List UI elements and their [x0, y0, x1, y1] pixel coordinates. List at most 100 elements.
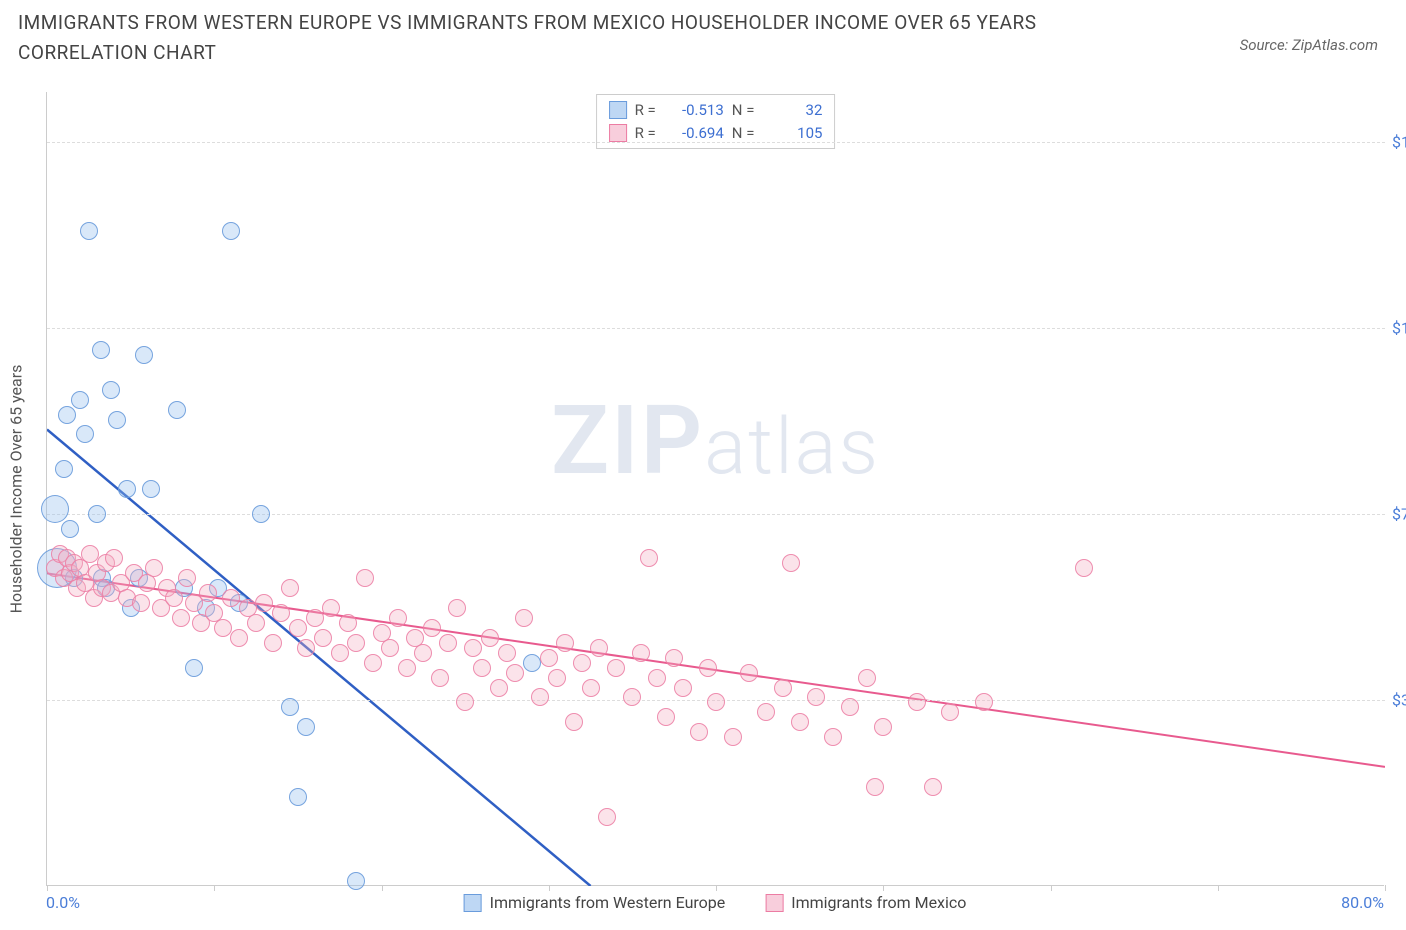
scatter-point: [824, 728, 842, 746]
scatter-point: [118, 480, 136, 498]
scatter-point: [841, 698, 859, 716]
y-tick-label: $37,500: [1392, 690, 1406, 709]
r-label: R =: [635, 99, 656, 122]
scatter-point: [102, 381, 120, 399]
n-label: N =: [732, 122, 755, 145]
scatter-point: [448, 599, 466, 617]
scatter-point: [590, 639, 608, 657]
scatter-point: [556, 634, 574, 652]
scatter-point: [88, 505, 106, 523]
plot-area: ZIPatlas R = -0.513 N = 32 R = -0.694 N …: [46, 92, 1384, 886]
gridline: [47, 514, 1385, 515]
scatter-point: [247, 614, 265, 632]
gridline: [47, 142, 1385, 143]
scatter-point: [264, 634, 282, 652]
scatter-point: [740, 664, 758, 682]
swatch-pink-icon: [609, 124, 627, 142]
scatter-point: [699, 659, 717, 677]
scatter-point: [92, 341, 110, 359]
y-tick-label: $150,000: [1392, 132, 1406, 151]
scatter-point: [874, 718, 892, 736]
scatter-point: [523, 654, 541, 672]
scatter-point: [222, 222, 240, 240]
scatter-point: [674, 679, 692, 697]
scatter-point: [255, 594, 273, 612]
x-tick: [1218, 885, 1219, 891]
watermark-atlas: atlas: [704, 402, 880, 493]
scatter-point: [252, 505, 270, 523]
scatter-point: [214, 619, 232, 637]
scatter-point: [58, 406, 76, 424]
legend-item-blue: Immigrants from Western Europe: [464, 893, 726, 912]
scatter-point: [665, 649, 683, 667]
scatter-point: [347, 872, 365, 890]
r-label: R =: [635, 122, 656, 145]
r-value-blue: -0.513: [664, 99, 724, 122]
scatter-point: [540, 649, 558, 667]
scatter-point: [464, 639, 482, 657]
scatter-point: [80, 222, 98, 240]
scatter-point: [632, 644, 650, 662]
scatter-point: [55, 460, 73, 478]
scatter-point: [657, 708, 675, 726]
scatter-point: [165, 589, 183, 607]
legend-item-pink: Immigrants from Mexico: [765, 893, 966, 912]
stats-row-blue: R = -0.513 N = 32: [609, 99, 823, 122]
scatter-point: [61, 520, 79, 538]
scatter-point: [142, 480, 160, 498]
scatter-point: [456, 693, 474, 711]
scatter-point: [76, 425, 94, 443]
scatter-point: [782, 554, 800, 572]
x-tick: [716, 885, 717, 891]
scatter-point: [172, 609, 190, 627]
scatter-point: [791, 713, 809, 731]
x-tick: [214, 885, 215, 891]
scatter-point: [648, 669, 666, 687]
scatter-point: [531, 688, 549, 706]
scatter-point: [199, 584, 217, 602]
scatter-point: [178, 569, 196, 587]
scatter-point: [481, 629, 499, 647]
scatter-point: [145, 559, 163, 577]
source-credit: Source: ZipAtlas.com: [1240, 36, 1378, 54]
scatter-point: [506, 664, 524, 682]
legend-label-blue: Immigrants from Western Europe: [490, 893, 726, 912]
n-value-pink: 105: [762, 122, 822, 145]
scatter-point: [306, 609, 324, 627]
scatter-point: [774, 679, 792, 697]
scatter-point: [548, 669, 566, 687]
scatter-point: [807, 688, 825, 706]
n-label: N =: [732, 99, 755, 122]
watermark-zip: ZIP: [551, 385, 704, 497]
scatter-point: [565, 713, 583, 731]
scatter-point: [389, 609, 407, 627]
y-tick-label: $75,000: [1392, 504, 1406, 523]
x-axis-min-label: 0.0%: [46, 893, 80, 912]
scatter-point: [975, 693, 993, 711]
chart-title: IMMIGRANTS FROM WESTERN EUROPE VS IMMIGR…: [18, 8, 1118, 69]
scatter-point: [640, 549, 658, 567]
chart-area: Householder Income Over 65 years ZIPatla…: [46, 92, 1384, 886]
scatter-point: [381, 639, 399, 657]
swatch-blue-icon: [464, 894, 482, 912]
gridline: [47, 328, 1385, 329]
scatter-point: [297, 718, 315, 736]
scatter-point: [168, 401, 186, 419]
legend-label-pink: Immigrants from Mexico: [791, 893, 966, 912]
scatter-point: [272, 604, 290, 622]
scatter-point: [490, 679, 508, 697]
scatter-point: [108, 411, 126, 429]
watermark: ZIPatlas: [551, 385, 880, 497]
scatter-point: [866, 778, 884, 796]
scatter-point: [41, 495, 69, 523]
scatter-point: [858, 669, 876, 687]
scatter-point: [707, 693, 725, 711]
scatter-point: [623, 688, 641, 706]
scatter-point: [289, 619, 307, 637]
scatter-point: [582, 679, 600, 697]
scatter-point: [71, 391, 89, 409]
scatter-point: [347, 634, 365, 652]
x-tick: [549, 885, 550, 891]
x-tick: [47, 885, 48, 891]
scatter-point: [941, 703, 959, 721]
